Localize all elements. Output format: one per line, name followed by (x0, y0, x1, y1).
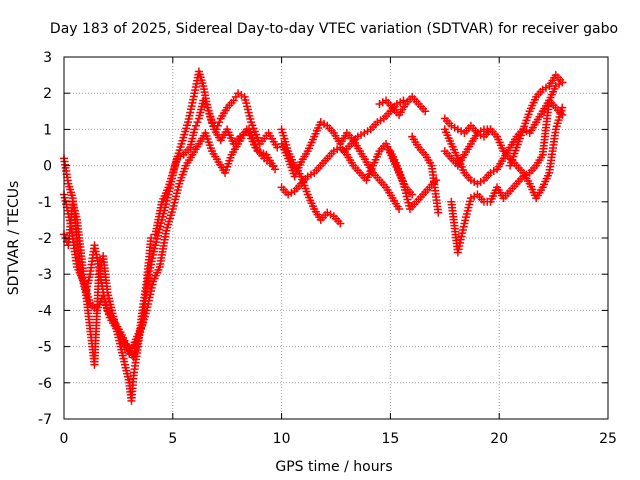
y-tick-label: -1 (38, 195, 52, 211)
x-tick-label: 15 (381, 431, 399, 447)
data-point (486, 125, 495, 134)
data-point (395, 205, 404, 214)
data-point (147, 234, 156, 242)
y-tick-label: -5 (38, 340, 52, 356)
data-point (215, 118, 224, 127)
y-tick-label: -3 (38, 267, 52, 283)
chart-title: Day 183 of 2025, Sidereal Day-to-day VTE… (50, 21, 618, 37)
data-point (192, 121, 201, 130)
data-points (60, 67, 567, 405)
x-axis-ticks: 0 5 10 15 20 25 (60, 57, 617, 447)
data-point (193, 118, 202, 127)
y-tick-label: -6 (38, 376, 52, 392)
x-tick-label: 25 (599, 431, 617, 447)
data-point (271, 165, 280, 174)
x-tick-label: 20 (490, 431, 508, 447)
data-point (558, 78, 567, 87)
data-point (558, 103, 567, 112)
y-tick-label: 2 (43, 86, 52, 102)
y-tick-label: 0 (43, 159, 52, 175)
x-tick-label: 10 (273, 431, 291, 447)
y-tick-label: 1 (43, 122, 52, 138)
data-point (434, 208, 443, 217)
data-point (408, 190, 417, 199)
x-axis-label: GPS time / hours (275, 459, 392, 475)
y-tick-label: -4 (38, 303, 52, 319)
x-tick-label: 5 (168, 431, 177, 447)
x-tick-label: 0 (60, 431, 69, 447)
y-tick-label: -7 (38, 412, 52, 428)
data-point (421, 107, 430, 116)
y-axis-ticks: -7 -6 -5 -4 -3 -2 -1 0 1 2 3 (38, 50, 608, 428)
y-tick-label: 3 (43, 50, 52, 66)
y-tick-label: -2 (38, 231, 52, 247)
data-point (336, 219, 345, 228)
y-axis-label: SDTVAR / TECUs (6, 181, 22, 296)
data-point (190, 125, 199, 134)
